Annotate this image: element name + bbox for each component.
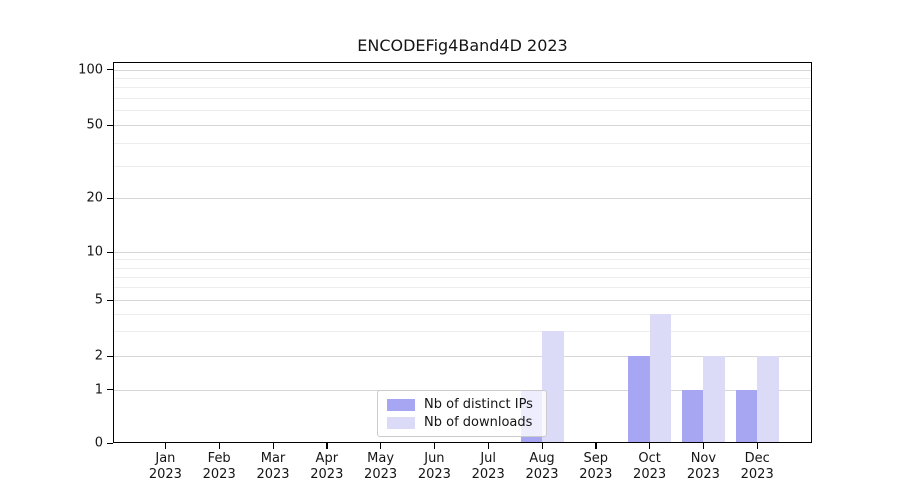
x-tick-mark-feb-2023 (218, 443, 220, 449)
y-tick-mark-50 (107, 124, 113, 126)
x-tick-year: 2023 (471, 467, 505, 482)
x-tick-label-dec-2023: Dec 2023 (717, 451, 797, 483)
gridline-major-20 (114, 198, 811, 199)
x-tick-mark-mar-2023 (272, 443, 274, 449)
bar-nb-of-downloads-dec-2023 (757, 356, 779, 442)
y-tick-mark-20 (107, 197, 113, 199)
x-tick-month: Feb (207, 451, 231, 466)
gridline-minor-40 (114, 142, 811, 144)
bar-nb-of-distinct-ips-dec-2023 (735, 389, 758, 442)
x-tick-year: 2023 (525, 467, 559, 482)
x-tick-label-jul-2023: Jul 2023 (448, 451, 528, 483)
x-tick-label-may-2023: May 2023 (341, 451, 421, 483)
x-tick-year: 2023 (148, 467, 182, 482)
x-tick-year: 2023 (686, 467, 720, 482)
gridline-major-2 (114, 356, 811, 357)
y-tick-label-2: 2 (94, 348, 103, 364)
x-tick-label-oct-2023: Oct 2023 (610, 451, 690, 483)
x-tick-mark-may-2023 (380, 443, 382, 449)
x-tick-label-feb-2023: Feb 2023 (179, 451, 259, 483)
x-tick-year: 2023 (633, 467, 667, 482)
gridline-minor-60 (114, 110, 811, 112)
x-tick-month: Mar (260, 451, 286, 466)
y-tick-mark-100 (107, 69, 113, 71)
x-tick-month: Apr (315, 451, 339, 466)
gridline-minor-8 (114, 267, 811, 269)
x-tick-month: Aug (529, 451, 555, 466)
legend-swatch-nb-of-downloads (387, 416, 415, 429)
x-tick-mark-dec-2023 (756, 443, 758, 449)
x-tick-mark-nov-2023 (702, 443, 705, 449)
chart-title: ENCODEFig4Band4D 2023 (357, 36, 568, 55)
bar-nb-of-distinct-ips-oct-2023 (628, 356, 650, 442)
x-tick-label-apr-2023: Apr 2023 (287, 451, 367, 483)
x-tick-mark-sep-2023 (595, 443, 597, 449)
bar-nb-of-downloads-aug-2023 (542, 331, 564, 442)
legend-label-nb-of-downloads: Nb of downloads (424, 415, 533, 430)
gridline-minor-6 (114, 287, 811, 289)
gridline-minor-80 (114, 87, 811, 89)
y-tick-mark-1 (107, 389, 113, 391)
x-tick-label-nov-2023: Nov 2023 (663, 451, 743, 483)
x-tick-label-mar-2023: Mar 2023 (233, 451, 313, 483)
gridline-minor-9 (114, 259, 811, 261)
x-tick-month: Jun (424, 451, 445, 466)
legend-row-nb-of-distinct-ips: Nb of distinct IPs (387, 397, 537, 412)
gridline-minor-90 (114, 77, 811, 79)
y-tick-mark-5 (107, 299, 113, 301)
x-tick-month: Dec (744, 451, 770, 466)
bar-nb-of-downloads-nov-2023 (703, 356, 725, 442)
y-tick-label-1: 1 (94, 382, 103, 397)
gridline-minor-4 (114, 313, 811, 315)
y-tick-mark-10 (107, 251, 113, 253)
x-tick-mark-jun-2023 (433, 443, 436, 449)
bar-nb-of-distinct-ips-nov-2023 (681, 389, 704, 442)
gridline-minor-30 (114, 165, 811, 167)
x-tick-mark-apr-2023 (326, 443, 328, 449)
x-tick-mark-aug-2023 (541, 443, 543, 449)
gridline-minor-70 (114, 98, 811, 100)
x-tick-month: Jan (155, 451, 176, 466)
x-tick-month: Nov (690, 451, 717, 466)
y-tick-label-50: 50 (86, 117, 103, 133)
y-tick-label-5: 5 (94, 292, 103, 308)
legend-row-nb-of-downloads: Nb of downloads (387, 415, 537, 430)
gridline-major-50 (114, 125, 811, 126)
x-tick-label-jan-2023: Jan 2023 (125, 451, 205, 483)
gridline-minor-3 (114, 331, 811, 333)
x-tick-label-sep-2023: Sep 2023 (556, 451, 636, 483)
x-tick-year: 2023 (310, 467, 344, 482)
x-tick-month: Jul (480, 451, 497, 466)
gridline-major-5 (114, 300, 811, 301)
x-tick-year: 2023 (364, 467, 398, 482)
x-tick-mark-oct-2023 (649, 443, 651, 449)
x-tick-label-jun-2023: Jun 2023 (394, 451, 474, 483)
x-tick-year: 2023 (579, 467, 613, 482)
gridline-major-10 (114, 252, 811, 253)
x-tick-year: 2023 (202, 467, 236, 482)
x-tick-mark-jan-2023 (164, 443, 167, 449)
plot-area (113, 62, 812, 443)
gridline-minor-7 (114, 276, 811, 278)
legend-swatch-nb-of-distinct-ips (387, 398, 415, 411)
x-tick-year: 2023 (740, 467, 774, 482)
y-tick-label-100: 100 (78, 62, 103, 77)
legend-label-nb-of-distinct-ips: Nb of distinct IPs (424, 397, 533, 412)
x-tick-year: 2023 (417, 467, 451, 482)
x-tick-mark-jul-2023 (487, 443, 489, 449)
x-tick-month: Sep (583, 451, 609, 466)
x-tick-month: Oct (638, 451, 661, 466)
y-tick-label-10: 10 (86, 244, 103, 260)
y-tick-label-0: 0 (94, 435, 103, 451)
x-tick-month: May (367, 451, 395, 466)
gridline-major-100 (114, 69, 811, 71)
x-tick-year: 2023 (256, 467, 290, 482)
bar-nb-of-downloads-oct-2023 (649, 313, 672, 442)
y-tick-mark-0 (107, 442, 113, 444)
y-tick-mark-2 (107, 355, 113, 357)
legend: Nb of distinct IPs Nb of downloads (377, 390, 547, 437)
y-tick-label-20: 20 (86, 190, 103, 206)
x-tick-label-aug-2023: Aug 2023 (502, 451, 582, 483)
